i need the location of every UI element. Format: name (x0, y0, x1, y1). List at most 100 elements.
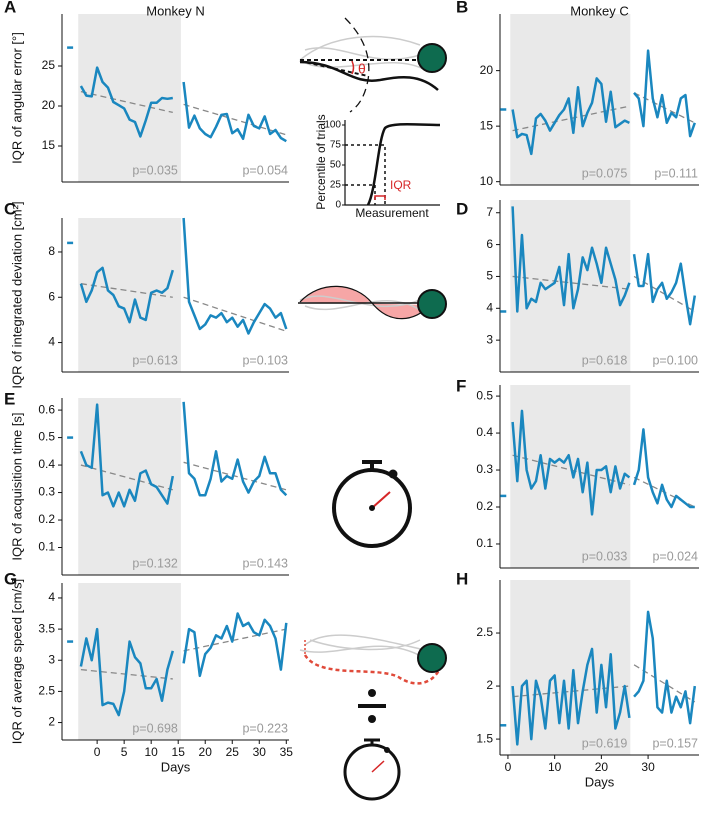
data-line (633, 49, 696, 138)
x-tick-label: 10 (144, 745, 158, 759)
panel: B Monkey C 10 15 20 p=0.075 p=0.111 (456, 0, 699, 188)
y-tick-label: 6 (486, 237, 493, 251)
y-tick-label: 0.2 (38, 512, 55, 526)
chart-title: Monkey N (146, 3, 205, 18)
p-value: p=0.223 (242, 721, 288, 735)
y-tick-label: 2.5 (476, 625, 493, 639)
cdf-tick-label: 0 (335, 200, 341, 211)
x-tick-label: 25 (226, 745, 240, 759)
p-value: p=0.698 (132, 721, 178, 735)
y-axis-label: IQR of average speed [cm/s] (9, 579, 24, 744)
x-tick-label: 30 (253, 745, 267, 759)
cdf-xlabel: Measurement (355, 206, 429, 220)
data-line (633, 610, 697, 725)
panel-letter: E (4, 389, 15, 408)
p-value: p=0.103 (242, 353, 288, 367)
data-line (511, 647, 631, 746)
p-value: p=0.143 (242, 556, 288, 570)
shade-region (78, 398, 181, 575)
p-value: p=0.157 (652, 736, 698, 750)
y-tick-label: 4 (48, 335, 55, 349)
trend-line (183, 461, 287, 491)
data-line (79, 627, 174, 717)
deviation-schematic (298, 285, 447, 320)
y-tick-label: 0.2 (476, 499, 493, 513)
y-tick-label: 5 (486, 269, 493, 283)
stopwatch (332, 460, 412, 548)
p-value: p=0.100 (652, 353, 698, 367)
cdf-ylabel: Percentile of trials (314, 114, 328, 209)
x-tick-label: 10 (548, 760, 562, 774)
p-value: p=0.111 (654, 166, 698, 180)
x-tick-label: 20 (595, 760, 609, 774)
p-value: p=0.033 (582, 549, 628, 563)
cdf-tick-label: 50 (330, 160, 342, 171)
y-tick-label: 0.5 (38, 430, 55, 444)
y-tick-label: 0.1 (38, 540, 55, 554)
panel-letter: A (4, 0, 16, 16)
p-value: p=0.054 (242, 163, 288, 177)
y-tick-label: 3 (48, 652, 55, 666)
cdf-tick-label: 25 (330, 180, 342, 191)
data-line (79, 66, 173, 138)
panel: A Monkey N IQR of angular error [°] 15 20 25 p… (4, 0, 289, 183)
x-tick-label: 35 (280, 745, 294, 759)
y-tick-label: 7 (486, 205, 493, 219)
y-tick-label: 3 (486, 332, 493, 346)
data-line (79, 403, 175, 508)
data-line (632, 252, 697, 326)
panel-letter: C (4, 199, 16, 218)
panel-letter: H (456, 569, 468, 588)
data-line (511, 409, 631, 516)
y-tick-label: 2 (48, 715, 55, 729)
shade-region (78, 218, 181, 372)
shade-region (510, 385, 631, 568)
y-tick-label: 0.3 (476, 462, 493, 476)
y-tick-label: 10 (480, 174, 494, 188)
theta-label: θ (358, 61, 366, 77)
y-tick-label: 20 (42, 98, 56, 112)
iqr-label: IQR (390, 178, 412, 192)
panel-letter: B (456, 0, 468, 16)
data-line (182, 401, 288, 497)
y-tick-label: 2 (486, 678, 493, 692)
trend-line (183, 296, 287, 332)
y-tick-label: 0.4 (476, 425, 493, 439)
shade-region (78, 583, 181, 740)
y-axis-label: IQR of integrated deviation [cm²] (9, 201, 24, 388)
panel: E IQR of acquisition time [s] 0.1 0.2 0.3 0.4… (4, 389, 289, 576)
x-tick-label: 0 (94, 745, 101, 759)
x-tick-label: 20 (199, 745, 213, 759)
trend-line (80, 668, 173, 680)
y-tick-label: 0.6 (38, 402, 55, 416)
data-line (511, 206, 631, 313)
data-line (511, 77, 630, 156)
panel: F 0.1 0.2 0.3 0.4 0.5 p=0.033 p=0.024 (456, 376, 699, 569)
trend-line (80, 90, 173, 114)
cdf-tick-label: 75 (330, 140, 342, 151)
y-tick-label: 0.1 (476, 536, 493, 550)
y-tick-label: 6 (48, 289, 55, 303)
panel: H Days 1.5 2 2.5 0 10 20 30 p=0.619 p=0.157 (456, 569, 699, 789)
p-value: p=0.024 (652, 549, 698, 563)
speed-schematic (299, 634, 447, 801)
y-tick-label: 2.5 (38, 684, 55, 698)
x-axis-label: Days (585, 774, 615, 789)
cdf-tick-label: 100 (324, 120, 341, 131)
cdf-schematic (344, 120, 441, 206)
p-value: p=0.075 (582, 166, 628, 180)
y-tick-label: 0.5 (476, 388, 493, 402)
data-line (632, 428, 695, 509)
y-axis-label: IQR of acquisition time [s] (9, 412, 24, 560)
p-value: p=0.619 (582, 736, 628, 750)
panel: D 3 4 5 6 7 p=0.618 p=0.100 (456, 199, 699, 373)
trend-line (183, 628, 287, 652)
y-tick-label: 25 (42, 58, 56, 72)
y-axis-label: IQR of angular error [°] (9, 32, 24, 164)
y-tick-label: 20 (480, 63, 494, 77)
panel-letter: D (456, 199, 468, 218)
x-tick-label: 15 (172, 745, 186, 759)
x-tick-label: 5 (121, 745, 128, 759)
